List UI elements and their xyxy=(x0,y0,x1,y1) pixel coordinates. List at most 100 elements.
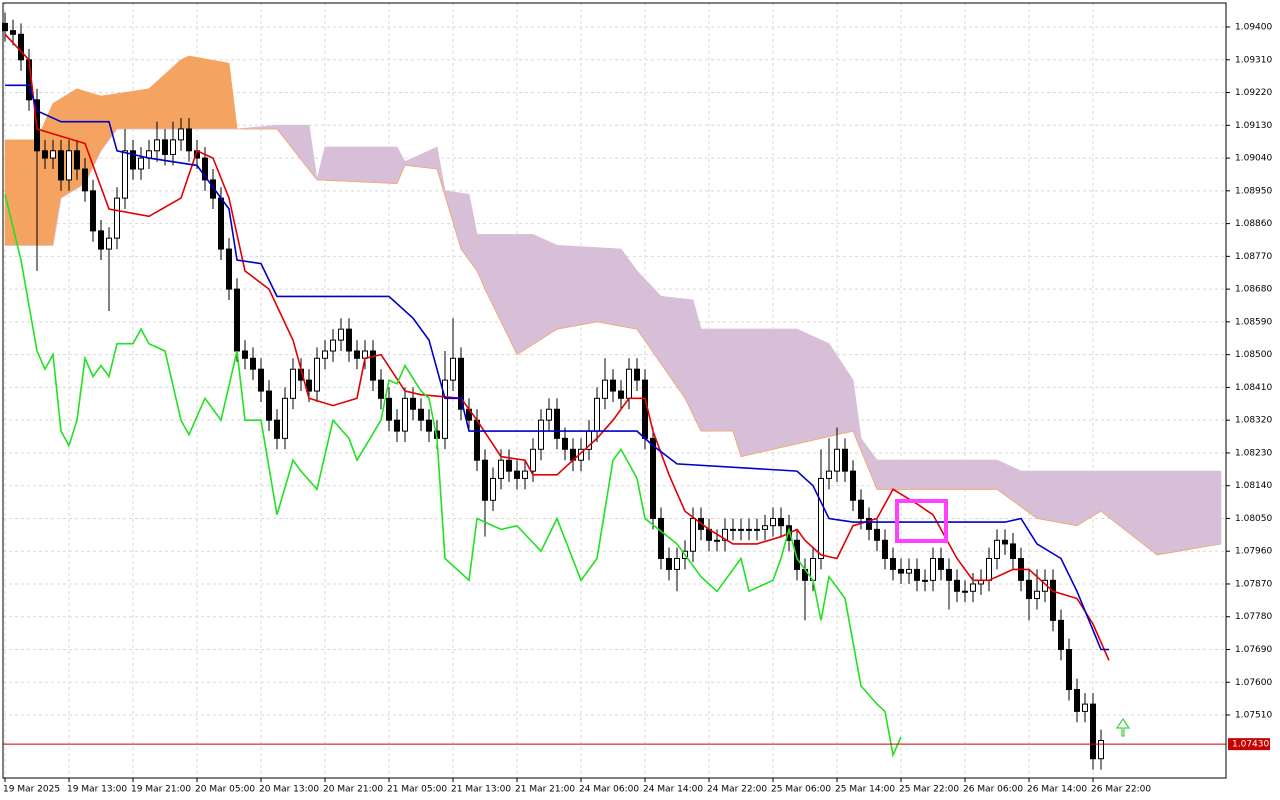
candle-body xyxy=(610,379,616,392)
candle-body xyxy=(1066,649,1072,691)
candle-body xyxy=(674,557,680,570)
candle-body xyxy=(178,128,184,141)
candle-body xyxy=(1082,703,1088,712)
candle-body xyxy=(106,237,112,250)
x-tick-label: 21 Mar 05:00 xyxy=(387,785,447,795)
cloud-fill xyxy=(804,332,814,443)
cloud-fill xyxy=(1180,470,1190,552)
candle-body xyxy=(730,528,736,531)
cloud-fill xyxy=(388,146,398,184)
cloud-fill xyxy=(596,247,606,324)
candle-body xyxy=(114,197,120,239)
y-tick-label: 1.09040 xyxy=(1235,154,1272,164)
y-tick-label: 1.09220 xyxy=(1235,88,1272,98)
x-tick-label: 25 Mar 06:00 xyxy=(771,785,831,795)
cloud-fill xyxy=(324,146,334,181)
cloud-fill xyxy=(900,459,910,490)
cloud-span xyxy=(5,124,1221,472)
cloud-fill xyxy=(212,60,222,130)
candle-body xyxy=(122,150,128,199)
cloud-fill xyxy=(140,88,150,130)
cloud-fill xyxy=(716,328,726,432)
candle-body xyxy=(170,139,176,155)
cloud-fill xyxy=(764,328,774,452)
cloud-fill xyxy=(964,459,974,490)
candle-body xyxy=(58,150,64,181)
candle-body xyxy=(98,230,104,250)
y-tick-label: 1.09310 xyxy=(1235,55,1272,65)
y-tick-label: 1.07690 xyxy=(1235,645,1272,655)
candle-body xyxy=(450,357,456,381)
cloud-fill xyxy=(836,354,846,436)
y-tick-label: 1.08140 xyxy=(1235,481,1272,491)
cloud-fill xyxy=(588,246,598,324)
x-tick-label: 25 Mar 14:00 xyxy=(835,785,895,795)
candle-body xyxy=(498,459,504,479)
indicator-line xyxy=(4,194,902,758)
candle-body xyxy=(354,350,360,359)
candle-body xyxy=(458,357,464,410)
candle-body xyxy=(474,419,480,461)
candle-body xyxy=(970,583,976,592)
candle-body xyxy=(1058,619,1064,651)
candle-body xyxy=(898,568,904,574)
axes: 1.09400 1.09310 1.09220 1.09130 1.09040 1.089… xyxy=(3,23,1272,795)
candle-body xyxy=(250,357,256,370)
cloud-fill xyxy=(908,459,918,490)
candle-body xyxy=(754,528,760,531)
cloud-span xyxy=(5,55,1222,556)
candle-body xyxy=(266,390,272,421)
candle-body xyxy=(562,437,568,450)
x-tick-label: 20 Mar 13:00 xyxy=(259,785,319,795)
candle-body xyxy=(514,470,520,479)
y-tick-label: 1.08590 xyxy=(1235,317,1272,327)
candle-body xyxy=(290,368,296,399)
cloud-fill xyxy=(1116,470,1126,531)
candle-body xyxy=(506,459,512,472)
candle-body xyxy=(226,248,232,290)
candle-body xyxy=(818,477,824,559)
cloud-fill xyxy=(940,459,950,490)
candle-body xyxy=(778,517,784,527)
cloud-fill xyxy=(948,459,958,490)
cloud-fill xyxy=(332,146,342,182)
cloud-fill xyxy=(1100,470,1110,519)
cloud-fill xyxy=(1188,470,1198,550)
y-tick-label: 1.07600 xyxy=(1235,678,1272,688)
cloud-fill xyxy=(740,328,750,457)
y-tick-label: 1.08500 xyxy=(1235,350,1272,360)
candle-body xyxy=(666,557,672,570)
candle-body xyxy=(346,328,352,352)
candle-body xyxy=(490,477,496,501)
cloud-fill xyxy=(812,335,822,441)
cloud-fill xyxy=(500,234,510,339)
candle-body xyxy=(10,30,16,35)
candle-body xyxy=(546,408,552,421)
candle-body xyxy=(530,448,536,472)
cloud-fill xyxy=(660,296,670,377)
cloud-fill xyxy=(164,66,174,130)
cloud-fill xyxy=(460,192,470,261)
candle-body xyxy=(762,525,768,530)
cloud-fill xyxy=(796,328,806,445)
candle-body xyxy=(738,528,744,531)
cloud-fill xyxy=(1132,470,1142,543)
cloud-fill xyxy=(1028,470,1038,520)
cloud-fill xyxy=(364,146,374,183)
cloud-fill xyxy=(548,241,558,335)
cloud-fill xyxy=(1124,470,1134,537)
candle-body xyxy=(202,157,208,181)
candle-body xyxy=(842,448,848,472)
candle-body xyxy=(18,33,24,61)
candle-body xyxy=(306,379,312,392)
indicator-lines xyxy=(4,33,1110,758)
cloud-fill xyxy=(612,248,622,327)
x-tick-label: 24 Mar 22:00 xyxy=(707,785,767,795)
candle-body xyxy=(618,390,624,399)
cloud-fill xyxy=(972,459,982,490)
cloud-fill xyxy=(44,103,54,246)
candle-body xyxy=(866,517,872,530)
candle-body xyxy=(770,517,776,527)
cloud-fill xyxy=(1196,470,1206,549)
candle-body xyxy=(402,397,408,432)
